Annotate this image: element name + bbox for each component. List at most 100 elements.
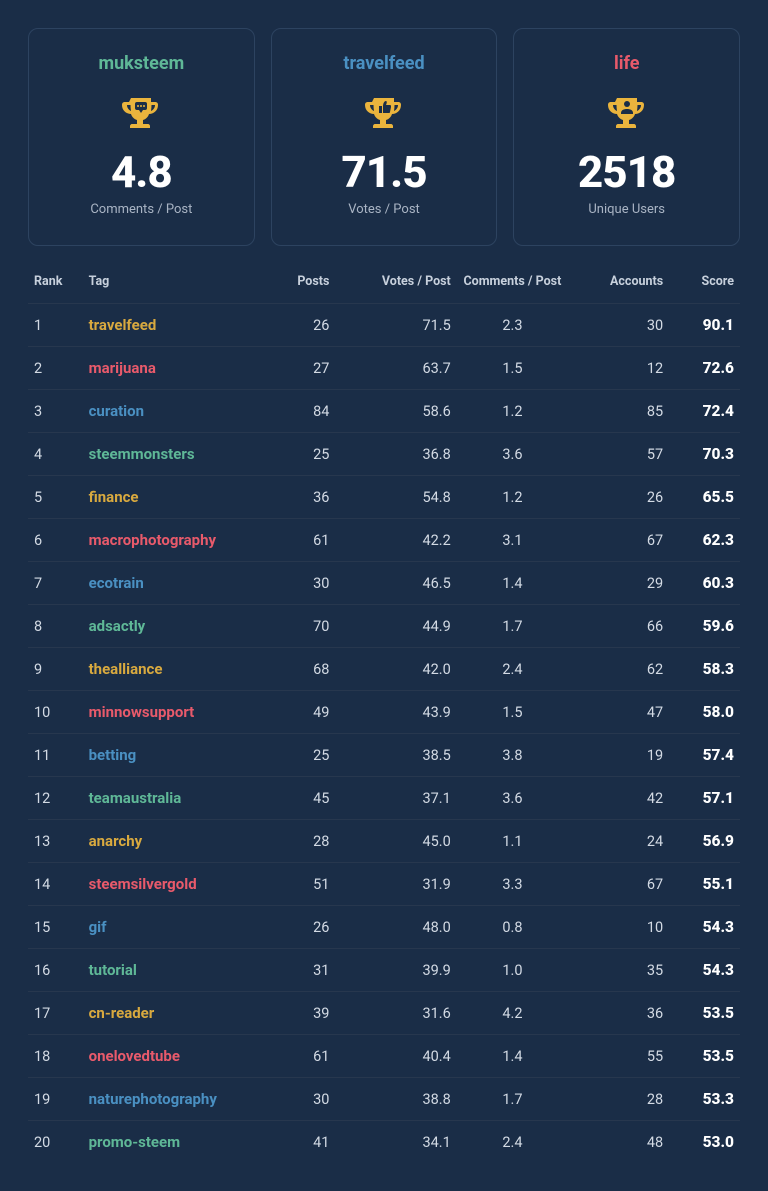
cell-votes: 43.9	[335, 691, 456, 734]
cell-votes: 46.5	[335, 562, 456, 605]
cell-posts: 26	[265, 906, 336, 949]
table-row: 16tutorial3139.91.03554.3	[28, 949, 740, 992]
tag-link[interactable]: betting	[89, 746, 137, 764]
cell-tag: tutorial	[83, 949, 265, 992]
tag-link[interactable]: cn-reader	[89, 1004, 155, 1022]
cell-tag: finance	[83, 476, 265, 519]
card-title: travelfeed	[284, 53, 485, 74]
table-row: 8adsactly7044.91.76659.6	[28, 605, 740, 648]
card-title: life	[526, 53, 727, 74]
cell-comments: 1.2	[457, 390, 568, 433]
table-row: 1travelfeed2671.52.33090.1	[28, 304, 740, 347]
tag-link[interactable]: ecotrain	[89, 574, 144, 592]
cell-tag: promo-steem	[83, 1121, 265, 1164]
cell-posts: 28	[265, 820, 336, 863]
cell-comments: 1.5	[457, 691, 568, 734]
table-row: 9thealliance6842.02.46258.3	[28, 648, 740, 691]
cell-tag: marijuana	[83, 347, 265, 390]
cell-votes: 34.1	[335, 1121, 456, 1164]
tag-link[interactable]: anarchy	[89, 832, 143, 850]
cell-posts: 45	[265, 777, 336, 820]
tag-link[interactable]: gif	[89, 918, 107, 936]
cell-posts: 41	[265, 1121, 336, 1164]
tag-link[interactable]: marijuana	[89, 359, 156, 377]
col-rank: Rank	[28, 266, 83, 304]
cell-tag: steemsilvergold	[83, 863, 265, 906]
cell-tag: macrophotography	[83, 519, 265, 562]
cell-accounts: 67	[568, 863, 669, 906]
table-row: 14steemsilvergold5131.93.36755.1	[28, 863, 740, 906]
cell-tag: naturephotography	[83, 1078, 265, 1121]
cell-score: 60.3	[669, 562, 740, 605]
col-votes: Votes / Post	[335, 266, 456, 304]
cell-rank: 3	[28, 390, 83, 433]
col-comments: Comments / Post	[457, 266, 568, 304]
cell-posts: 68	[265, 648, 336, 691]
cell-tag: betting	[83, 734, 265, 777]
tag-link[interactable]: thealliance	[89, 660, 163, 678]
cell-accounts: 42	[568, 777, 669, 820]
table-row: 6macrophotography6142.23.16762.3	[28, 519, 740, 562]
tag-link[interactable]: finance	[89, 488, 139, 506]
cell-score: 70.3	[669, 433, 740, 476]
cell-rank: 4	[28, 433, 83, 476]
cell-votes: 63.7	[335, 347, 456, 390]
tag-link[interactable]: onelovedtube	[89, 1047, 180, 1065]
cell-comments: 1.1	[457, 820, 568, 863]
cell-score: 57.1	[669, 777, 740, 820]
tag-link[interactable]: adsactly	[89, 617, 146, 635]
tag-link[interactable]: curation	[89, 402, 144, 420]
cell-comments: 2.4	[457, 648, 568, 691]
cell-rank: 8	[28, 605, 83, 648]
cell-votes: 36.8	[335, 433, 456, 476]
tag-link[interactable]: travelfeed	[89, 316, 157, 334]
cell-votes: 38.8	[335, 1078, 456, 1121]
tag-link[interactable]: macrophotography	[89, 531, 216, 549]
cell-rank: 7	[28, 562, 83, 605]
tag-link[interactable]: promo-steem	[89, 1133, 181, 1151]
trophy-icon	[605, 92, 649, 136]
cell-score: 53.3	[669, 1078, 740, 1121]
cell-tag: minnowsupport	[83, 691, 265, 734]
col-accounts: Accounts	[568, 266, 669, 304]
cell-accounts: 85	[568, 390, 669, 433]
cell-posts: 84	[265, 390, 336, 433]
table-row: 4steemmonsters2536.83.65770.3	[28, 433, 740, 476]
cell-tag: cn-reader	[83, 992, 265, 1035]
cell-score: 58.0	[669, 691, 740, 734]
cell-comments: 1.5	[457, 347, 568, 390]
cell-posts: 36	[265, 476, 336, 519]
cell-comments: 3.6	[457, 777, 568, 820]
stat-card: muksteem4.8Comments / Post	[28, 28, 255, 246]
cell-votes: 44.9	[335, 605, 456, 648]
cell-posts: 26	[265, 304, 336, 347]
cell-rank: 19	[28, 1078, 83, 1121]
table-row: 11betting2538.53.81957.4	[28, 734, 740, 777]
cell-accounts: 55	[568, 1035, 669, 1078]
cell-tag: steemmonsters	[83, 433, 265, 476]
cell-votes: 42.2	[335, 519, 456, 562]
tag-link[interactable]: minnowsupport	[89, 703, 195, 721]
cell-tag: onelovedtube	[83, 1035, 265, 1078]
table-row: 10minnowsupport4943.91.54758.0	[28, 691, 740, 734]
cell-votes: 38.5	[335, 734, 456, 777]
cell-score: 53.5	[669, 1035, 740, 1078]
table-row: 20promo-steem4134.12.44853.0	[28, 1121, 740, 1164]
tag-link[interactable]: steemmonsters	[89, 445, 195, 463]
tag-link[interactable]: steemsilvergold	[89, 875, 197, 893]
cell-comments: 3.6	[457, 433, 568, 476]
cell-tag: curation	[83, 390, 265, 433]
table-row: 7ecotrain3046.51.42960.3	[28, 562, 740, 605]
cell-tag: adsactly	[83, 605, 265, 648]
cell-accounts: 30	[568, 304, 669, 347]
trophy-icon	[362, 92, 406, 136]
cell-comments: 2.4	[457, 1121, 568, 1164]
cell-accounts: 35	[568, 949, 669, 992]
table-row: 3curation8458.61.28572.4	[28, 390, 740, 433]
tag-link[interactable]: teamaustralia	[89, 789, 182, 807]
cell-rank: 6	[28, 519, 83, 562]
tag-link[interactable]: naturephotography	[89, 1090, 217, 1108]
cell-rank: 2	[28, 347, 83, 390]
tag-link[interactable]: tutorial	[89, 961, 137, 979]
cell-comments: 1.4	[457, 562, 568, 605]
